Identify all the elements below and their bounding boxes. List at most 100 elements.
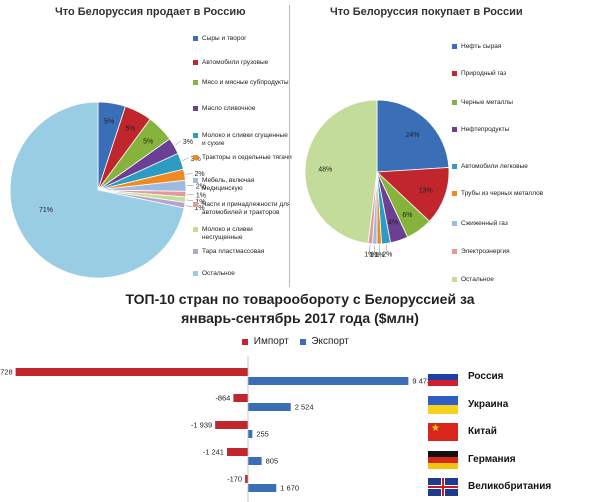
left-pie-label-3: 3% [183, 139, 193, 146]
left-pie-slice-10 [9, 101, 185, 279]
export-bar-4 [248, 484, 277, 492]
left-legend-swatch-2 [193, 80, 198, 85]
right-legend-swatch-4 [452, 164, 457, 169]
right-legend-swatch-7 [452, 249, 457, 254]
left-pie-label-5: 2% [195, 171, 205, 178]
left-legend-label-3: Масло сливочное [202, 105, 256, 112]
left-legend-swatch-3 [193, 106, 198, 111]
left-pie-label-2: 5% [143, 139, 153, 146]
left-legend-label-5: Тракторы и седельные тягачи [202, 154, 292, 161]
right-legend-label-5: Трубы из черных металлов [461, 190, 544, 197]
import-bar-4 [245, 475, 248, 483]
bar-legend: Импорт Экспорт [242, 336, 349, 347]
bar-chart-title: ТОП-10 стран по товарообороту с Белорусс… [125, 291, 475, 326]
right-legend-swatch-8 [452, 277, 457, 282]
right-legend-swatch-6 [452, 221, 457, 226]
left-legend-label-4: Молоко и сливки сгущенные и сухие [202, 132, 288, 147]
country-label-1: Украина [468, 399, 509, 410]
legend-import-label: Импорт [253, 336, 289, 347]
left-legend-label-0: Сыры и творог [202, 35, 247, 42]
right-legend-label-1: Природный газ [461, 70, 507, 77]
country-label-2: Китай [468, 426, 497, 437]
right-legend-label-3: Нефтепродукты [461, 126, 510, 133]
export-bar-0 [248, 377, 409, 385]
right-pie-label-4: 2% [382, 251, 392, 258]
export-value-label-0: 9 473 [412, 377, 431, 386]
left-pie-leader-3 [174, 140, 182, 146]
right-legend-label-8: Остальное [461, 276, 494, 283]
export-value-label-4: 1 670 [280, 484, 299, 493]
country-label-3: Германия [468, 454, 516, 465]
right-legend-swatch-2 [452, 100, 457, 105]
import-bar-2 [215, 421, 248, 429]
export-bar-1 [248, 403, 291, 411]
right-pie-slice-8 [304, 99, 378, 244]
left-pie-legend: Сыры и творог Автомобили грузовые Мясо и м… [193, 30, 292, 285]
left-pie-label-6: 2% [196, 183, 206, 190]
right-pie-label-8: 48% [318, 167, 332, 174]
right-legend-swatch-1 [452, 71, 457, 76]
germany-flag-icon [428, 451, 458, 469]
left-legend-label-7: Части и принадлежности для автомобилей и… [202, 201, 291, 216]
left-pie-label-9: 1% [195, 205, 205, 212]
left-legend-swatch-0 [193, 36, 198, 41]
uk-cross-stripe [442, 478, 444, 496]
left-legend-swatch-5 [193, 155, 198, 160]
right-pie-label-2: 6% [402, 212, 412, 219]
china-flag-icon: ★ [428, 423, 458, 441]
export-value-label-2: 255 [256, 430, 269, 439]
right-legend-label-7: Электроэнергия [461, 248, 510, 255]
right-legend-swatch-3 [452, 127, 457, 132]
right-pie-label-0: 24% [405, 132, 419, 139]
right-pie-title: Что Белоруссия покупает в России [330, 6, 523, 18]
legend-export-swatch [299, 338, 306, 345]
right-pie-label-5: 1% [375, 252, 385, 259]
left-pie-title: Что Белоруссия продает в Россию [55, 6, 246, 18]
china-star-icon: ★ [431, 423, 440, 434]
legend-export-label: Экспорт [311, 336, 349, 347]
export-value-label-1: 2 524 [295, 403, 314, 412]
right-legend-label-0: Нефть сырая [461, 43, 502, 50]
left-legend-swatch-6 [193, 178, 198, 183]
left-legend-swatch-8 [193, 227, 198, 232]
export-bar-2 [248, 430, 253, 438]
import-value-label-4: -170 [227, 475, 242, 484]
left-legend-label-9: Тара пластмассовая [202, 248, 265, 255]
left-legend-label-8: Молоко и сливки несгущенные [202, 226, 253, 241]
right-pie-slice-0 [376, 99, 450, 173]
russia-flag-icon [428, 368, 458, 386]
left-legend-label-6: Мебель, включая медицинскую [202, 177, 255, 192]
divider [289, 5, 290, 287]
ukraine-flag-icon [428, 396, 458, 414]
left-pie-label-0: 5% [104, 118, 114, 125]
import-value-label-0: -13 728 [0, 368, 13, 377]
left-legend-label-1: Автомобили грузовые [202, 59, 269, 66]
import-value-label-1: -864 [215, 394, 230, 403]
right-legend-label-6: Сжиженный газ [461, 220, 508, 227]
right-legend-swatch-5 [452, 191, 457, 196]
left-legend-label-10: Остальное [202, 270, 235, 277]
right-pie-legend: Нефть сырая Природный газ Черные металлы Не… [452, 38, 592, 283]
import-value-label-2: -1 939 [191, 421, 212, 430]
left-legend-swatch-9 [193, 249, 198, 254]
right-pie-label-1: 13% [419, 188, 433, 195]
right-pie-leader-4 [385, 244, 388, 254]
right-pie-slice-1 [376, 167, 450, 222]
left-pie-label-7: 1% [196, 193, 206, 200]
export-bar-3 [248, 457, 262, 465]
right-legend-label-2: Черные металлы [461, 99, 513, 106]
uk-flag-icon [428, 478, 458, 496]
left-pie-leader-4 [182, 157, 189, 162]
import-bar-3 [226, 448, 248, 456]
left-pie-label-1: 5% [125, 125, 135, 132]
left-pie-label-8: 1% [195, 199, 205, 206]
right-pie-label-7: 1% [364, 252, 374, 259]
export-value-label-3: 805 [266, 457, 279, 466]
left-pie-label-10: 71% [39, 207, 53, 214]
left-pie-leader-9 [185, 205, 193, 208]
import-value-label-3: -1 241 [203, 448, 224, 457]
right-pie-leader-7 [369, 244, 371, 254]
left-legend-swatch-7 [193, 202, 198, 207]
